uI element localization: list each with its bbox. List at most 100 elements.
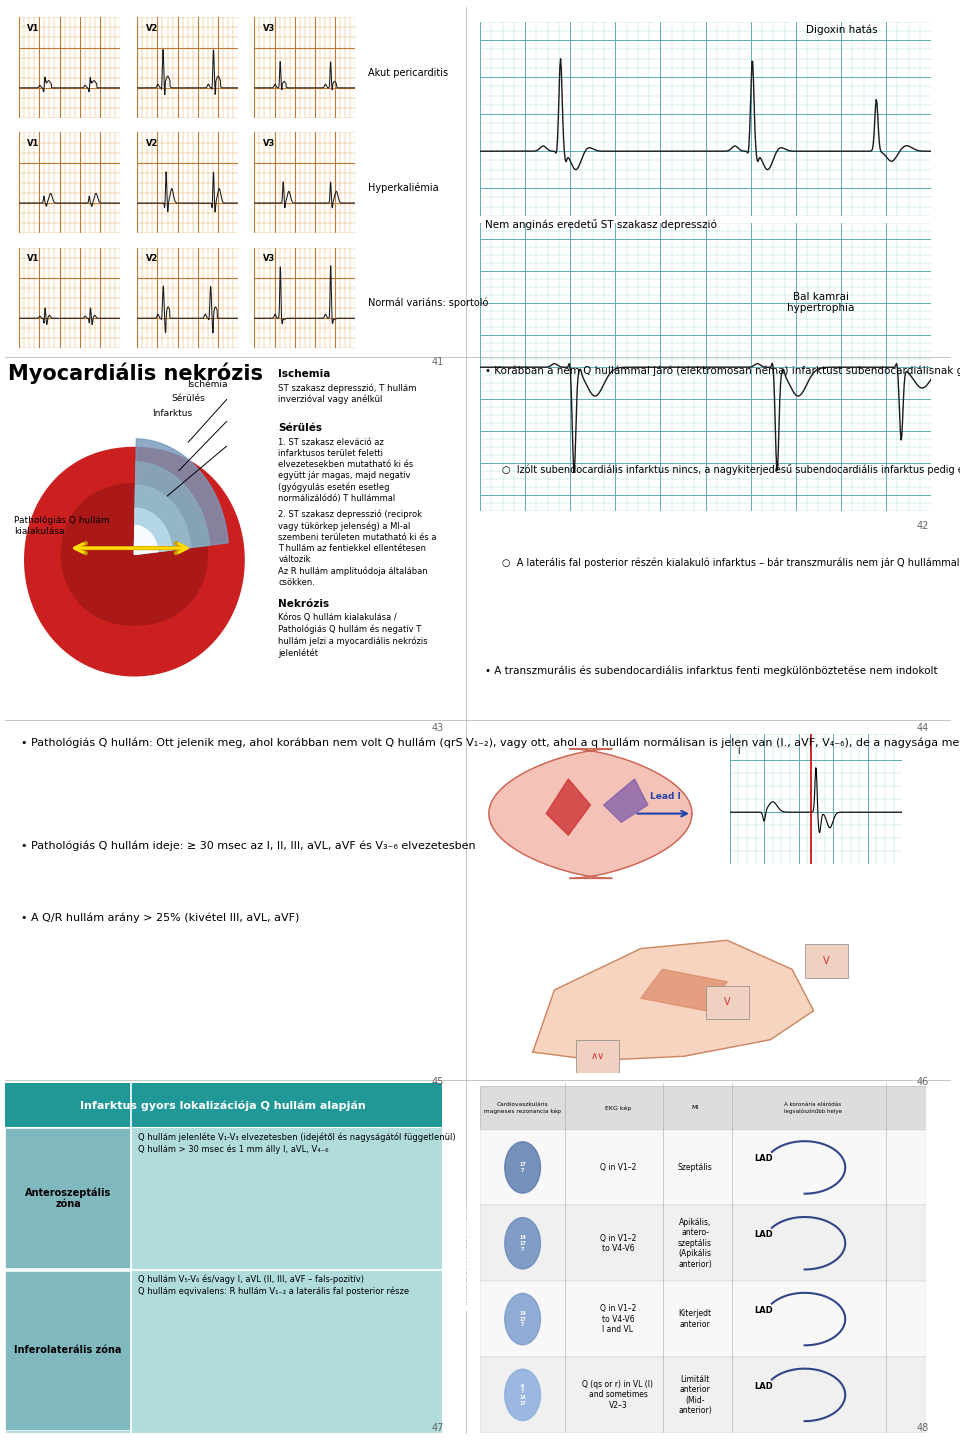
Bar [5,1270,132,1430]
Text: Digoxin hatás: Digoxin hatás [806,24,878,35]
Text: Bal kamrai
hypertrophia: Bal kamrai hypertrophia [787,291,854,312]
Text: Q hullám V₅-V₆ és/vagy I, aVL (II, III, aVF – fals-pozitív)
Q hullám eqvivalens:: Q hullám V₅-V₆ és/vagy I, aVL (II, III, … [138,1274,409,1296]
Text: Nekrózis: Nekrózis [278,599,329,609]
Circle shape [505,1293,540,1345]
Bar [576,1040,619,1073]
FancyBboxPatch shape [3,1083,444,1129]
Text: 48: 48 [917,1423,929,1433]
Text: 1. ST szakasz eleváció az
infarktusos terület feletti
elvezetesekben mutatható k: 1. ST szakasz eleváció az infarktusos te… [278,438,414,503]
Text: Kiterjedt
anterior: Kiterjedt anterior [679,1309,711,1329]
Text: V2: V2 [146,23,157,33]
Text: Anteroszeptális zóna MI: Anteroszeptális zóna MI [461,1205,470,1310]
Text: Lead I: Lead I [650,792,681,801]
Text: 17
7: 17 7 [519,1162,526,1172]
Text: Anteroszeptális
zóna: Anteroszeptális zóna [25,1188,111,1210]
Text: Ischemia: Ischemia [278,369,331,379]
Bar [5,1126,442,1433]
Text: 46: 46 [917,1077,929,1087]
Text: MI: MI [691,1106,699,1110]
Polygon shape [489,749,692,878]
Text: Myocardiális nekrózis: Myocardiális nekrózis [8,363,263,384]
Polygon shape [25,448,244,675]
Text: V2: V2 [146,253,157,264]
Text: • Pathológiás Q hullám ideje: ≥ 30 msec az I, II, III, aVL, aVF és V₃₋₆ elvezete: • Pathológiás Q hullám ideje: ≥ 30 msec … [21,841,476,851]
Bar [804,945,849,978]
Text: Nem anginás eredetű ST szakasz depresszió: Nem anginás eredetű ST szakasz depresszi… [485,219,717,230]
Polygon shape [604,779,648,822]
Polygon shape [134,439,228,554]
Text: ○  A laterális fal posterior részén kialakuló infarktus – bár transzmurális nem : ○ A laterális fal posterior részén kiala… [502,557,960,569]
Text: Infarktus: Infarktus [152,409,192,418]
Text: Sérülés: Sérülés [278,423,323,433]
Text: ∧∨: ∧∨ [590,1051,605,1061]
Text: 42: 42 [917,521,929,531]
Text: 45: 45 [431,1077,444,1087]
Text: Q hullám jelenléte V₁-V₃ elvezetesben (idejétől és nagyságától függetlenül)
Q hu: Q hullám jelenléte V₁-V₃ elvezetesben (i… [138,1132,456,1155]
Circle shape [505,1218,540,1269]
Text: V3: V3 [263,23,275,33]
Text: Q (qs or r) in VL (I)
and sometimes
V2–3: Q (qs or r) in VL (I) and sometimes V2–3 [583,1380,654,1410]
Text: 44: 44 [917,723,929,733]
Text: Q in V1–2
to V4-V6
I and VL: Q in V1–2 to V4-V6 I and VL [600,1305,636,1333]
Text: 47: 47 [431,1423,444,1433]
Text: Szeptális: Szeptális [678,1164,712,1172]
Text: LAD: LAD [754,1381,773,1391]
Text: Hyperkaliémia: Hyperkaliémia [368,183,439,193]
Bar [480,1129,926,1205]
Bar [480,1205,926,1282]
Polygon shape [134,526,157,554]
Text: EKG kép: EKG kép [605,1106,631,1110]
Text: • Pathológiás Q hullám: Ott jelenik meg, ahol korábban nem volt Q hullám (qrS V₁: • Pathológiás Q hullám: Ott jelenik meg,… [21,737,960,747]
Text: V: V [724,998,731,1008]
Text: Normál variáns: sportoló: Normál variáns: sportoló [368,298,488,308]
Text: Cardiovaszkuláris
magneses rezonancia kép: Cardiovaszkuláris magneses rezonancia ké… [484,1102,561,1113]
Polygon shape [134,508,172,554]
Bar [5,1128,132,1269]
Text: • A transzmurális és subendocardiális infarktus fenti megkülönböztetése nem indo: • A transzmurális és subendocardiális in… [485,665,937,675]
Bar [480,1356,926,1433]
Text: • Korábban a nem Q hullámmal járó (elektromosan néma) infarktust subendocardiáli: • Korábban a nem Q hullámmal járó (elekt… [485,366,960,376]
Bar [454,1089,478,1427]
Text: Limitált
anterior
(Mid-
anterior): Limitált anterior (Mid- anterior) [678,1375,712,1416]
Text: 14
17
7: 14 17 7 [519,1236,526,1251]
Text: ○  Izólt subendocardiális infarktus nincs, a nagykiterjedésű subendocardiális in: ○ Izólt subendocardiális infarktus nincs… [502,464,960,475]
Polygon shape [546,779,590,835]
Text: Pathológiás Q hullám
kialakulása: Pathológiás Q hullám kialakulása [14,516,110,536]
Text: 2. ST szakasz depresszió (reciprok
vagy tükörkep jelenség) a MI-al
szembeni terü: 2. ST szakasz depresszió (reciprok vagy … [278,510,437,588]
Circle shape [505,1142,540,1194]
Bar [480,1282,926,1356]
Polygon shape [61,484,207,625]
Text: • A Q/R hullám arány > 25% (kivétel III, aVL, aVF): • A Q/R hullám arány > 25% (kivétel III,… [21,913,300,923]
Polygon shape [134,462,209,554]
Text: 14
17
7: 14 17 7 [519,1310,526,1328]
Text: V3: V3 [263,138,275,148]
Text: V: V [824,956,829,966]
Text: Kóros Q hullám kialakulása /
Pathológiás Q hullám és negatív T
hullám jelzi a my: Kóros Q hullám kialakulása / Pathológiás… [278,613,428,658]
Text: Ischémia: Ischémia [187,380,228,389]
Text: A koronária eláródás
legvalószínűbb helye: A koronária eláródás legvalószínűbb hely… [783,1102,842,1113]
Text: Infarktus gyors lokalizációja Q hullám alapján: Infarktus gyors lokalizációja Q hullám a… [81,1102,366,1112]
Text: 43: 43 [431,723,444,733]
Circle shape [505,1369,540,1420]
Text: Sérülés: Sérülés [171,395,204,403]
Text: V1: V1 [28,23,39,33]
Text: V1: V1 [28,253,39,264]
Text: LAD: LAD [754,1306,773,1315]
Polygon shape [533,940,813,1060]
Text: Q in V1–2
to V4-V6: Q in V1–2 to V4-V6 [600,1234,636,1253]
Bar [706,986,749,1020]
Text: 41: 41 [431,357,444,367]
Text: V2: V2 [146,138,157,148]
Polygon shape [134,485,191,554]
Text: Apikális,
antero-
szeptális
(Apikális
anterior): Apikális, antero- szeptális (Apikális an… [678,1218,712,1269]
Text: I: I [737,747,739,756]
Text: LAD: LAD [754,1155,773,1164]
Polygon shape [641,969,728,1011]
Text: Inferolaterális zóna: Inferolaterális zóna [14,1345,122,1355]
Bar [480,1086,926,1129]
Text: Q in V1–2: Q in V1–2 [600,1164,636,1172]
Text: V1: V1 [28,138,39,148]
Text: ST szakasz depresszió, T hullám
inverzióval vagy anélkül: ST szakasz depresszió, T hullám inverzió… [278,383,417,405]
Text: 6
7
14
17: 6 7 14 17 [519,1384,526,1405]
Text: Akut pericarditis: Akut pericarditis [368,68,447,78]
